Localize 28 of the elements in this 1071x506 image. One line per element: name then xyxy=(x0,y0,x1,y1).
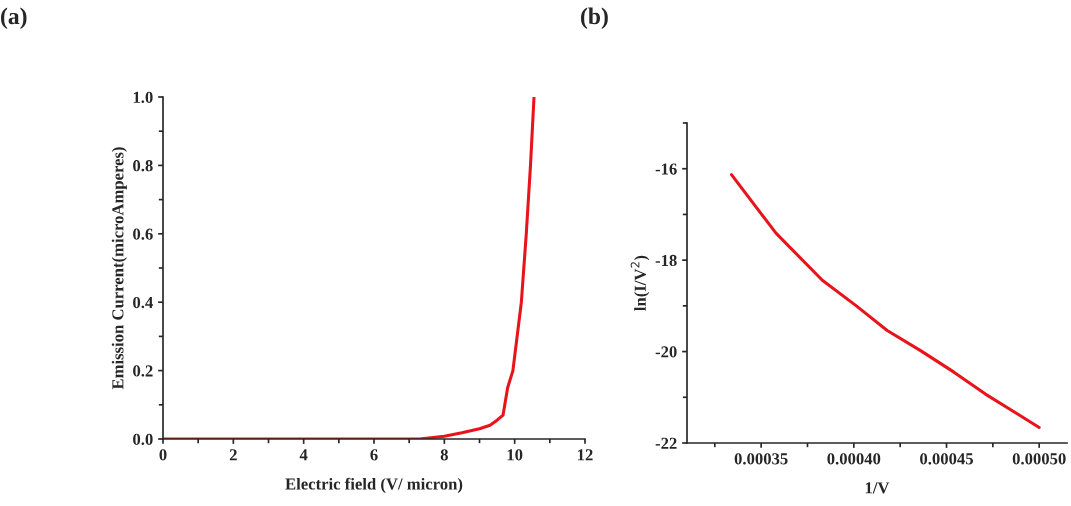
chart-title: (b) xyxy=(581,7,608,29)
y-tick-label: 0.2 xyxy=(133,365,153,377)
x-tick-label: 6 xyxy=(370,449,378,461)
y-tick-label: 1.0 xyxy=(133,91,153,104)
x-tick-label: 10 xyxy=(507,449,523,461)
y-tick-label: 0.8 xyxy=(133,160,153,172)
chart-title: (a) xyxy=(1,7,27,29)
y-tick-label: 0.0 xyxy=(133,433,153,446)
y-tick-label: -22 xyxy=(655,437,677,449)
x-tick-label: 0.00040 xyxy=(827,453,881,465)
x-tick-label: 2 xyxy=(229,449,237,461)
x-axis-title: Electric field (V/ micron) xyxy=(285,477,463,494)
y-tick-label: 0.6 xyxy=(133,228,153,240)
x-tick-label: 12 xyxy=(578,449,593,461)
y-axis-title: Emission Current(microAmperes) xyxy=(111,147,127,390)
x-tick-label: 4 xyxy=(299,449,308,461)
x-tick-label: 0.00035 xyxy=(734,453,788,465)
x-tick-label: 0 xyxy=(159,449,167,461)
y-axis-title: ln(I/V$^{2}$) xyxy=(630,255,650,311)
y-tick-label: -16 xyxy=(655,163,677,175)
y-tick-label: -18 xyxy=(655,254,677,267)
x-tick-label: 0.00045 xyxy=(920,453,973,465)
y-tick-label: 0.4 xyxy=(133,296,153,309)
y-tick-label: -20 xyxy=(655,346,677,358)
x-axis-title: 1/V xyxy=(865,482,890,494)
line-series xyxy=(729,173,1041,429)
x-tick-label: 0.00050 xyxy=(1012,453,1066,465)
x-tick-label: 8 xyxy=(440,449,448,461)
